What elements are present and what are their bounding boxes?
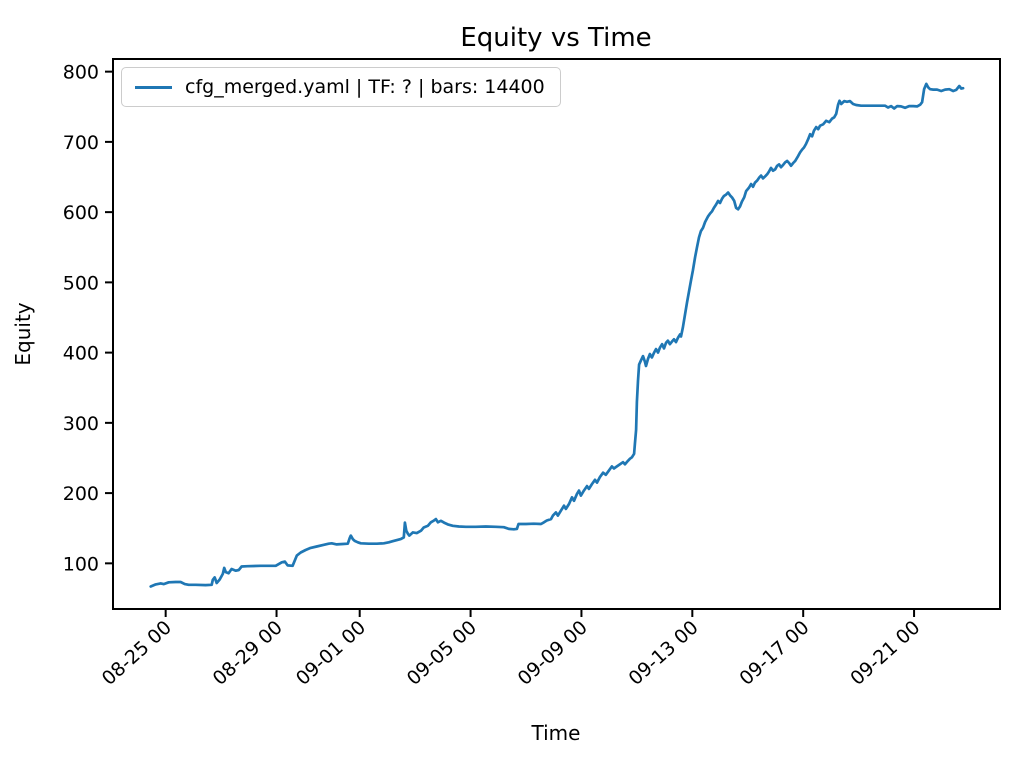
y-tick-label: 300 (63, 413, 99, 435)
y-tick-label: 600 (63, 202, 99, 224)
x-tick-label: 09-01 00 (292, 616, 370, 690)
equity-line (149, 82, 965, 588)
y-tick-label: 100 (63, 553, 99, 575)
legend-line-sample (135, 85, 172, 89)
y-tick-label: 800 (63, 62, 99, 84)
x-tick-label: 09-21 00 (846, 616, 924, 690)
y-axis-label: Equity (11, 302, 35, 365)
legend: cfg_merged.yaml | TF: ? | bars: 14400 (121, 67, 561, 107)
y-tick-label: 200 (63, 483, 99, 505)
y-tick-label: 400 (63, 343, 99, 365)
y-tick-label: 700 (63, 132, 99, 154)
x-tick-label: 09-05 00 (403, 616, 481, 690)
x-tick-label: 09-13 00 (624, 616, 702, 690)
plot-area-border (112, 58, 1001, 610)
chart-title: Equity vs Time (460, 23, 651, 53)
y-tick-label: 500 (63, 272, 99, 294)
legend-entry-label: cfg_merged.yaml | TF: ? | bars: 14400 (185, 76, 545, 98)
x-tick-label: 08-25 00 (98, 616, 176, 690)
plot-generated-content: 100 200 300 400 500 600 700 800 08-25 00 08-29 00… (63, 58, 1001, 690)
x-tick-label: 08-29 00 (209, 616, 287, 690)
x-tick-label: 09-09 00 (514, 616, 592, 690)
x-axis-label: Time (531, 721, 581, 745)
x-tick-label: 09-17 00 (735, 616, 813, 690)
